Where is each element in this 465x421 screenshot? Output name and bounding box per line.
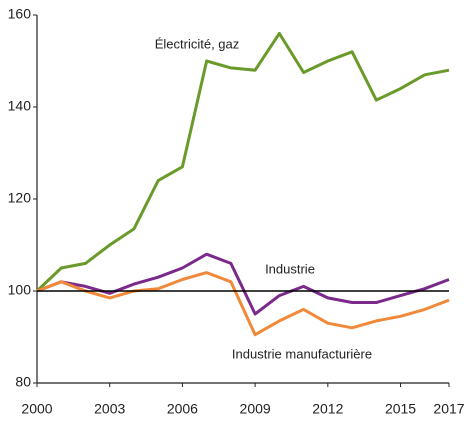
x-tick-label: 2000 [21, 401, 52, 417]
x-tick-label: 2006 [167, 401, 198, 417]
y-tick-label: 100 [8, 282, 32, 298]
y-tick-label: 120 [8, 190, 32, 206]
series-label: Électricité, gaz [155, 36, 240, 51]
x-tick-label: 2017 [433, 401, 464, 417]
y-tick-label: 80 [15, 374, 31, 390]
y-tick-label: 140 [8, 98, 32, 114]
series-line [36, 271, 450, 337]
series-line [36, 252, 450, 316]
x-tick-label: 2003 [94, 401, 125, 417]
series-line [35, 31, 450, 293]
y-tick-label: 160 [8, 6, 32, 22]
x-tick-label: 2012 [312, 401, 343, 417]
x-tick-label: 2015 [385, 401, 416, 417]
series-label: Industrie manufacturière [232, 346, 372, 361]
x-tick-label: 2009 [240, 401, 271, 417]
series-label: Industrie [265, 261, 315, 276]
